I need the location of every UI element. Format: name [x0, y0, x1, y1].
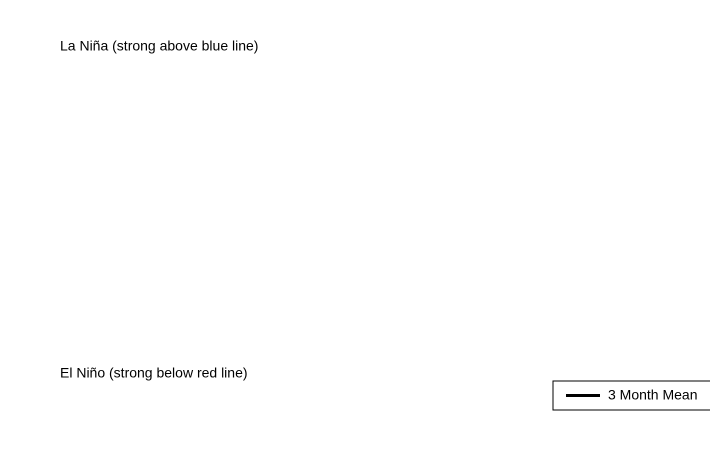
annotation: El Niño (strong below red line) [60, 365, 248, 381]
legend-label: 3 Month Mean [608, 387, 698, 403]
annotation: La Niña (strong above blue line) [60, 38, 258, 54]
legend: 3 Month Mean [552, 380, 710, 411]
